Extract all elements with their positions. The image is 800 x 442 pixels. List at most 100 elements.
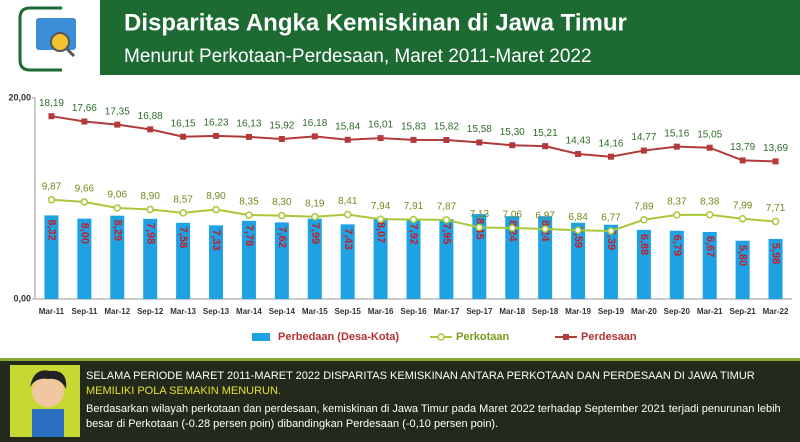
legend-label: Perbedaan (Desa-Kota) [278,331,399,343]
x-tick-label: Mar-11 [39,307,65,316]
marker [81,118,88,125]
bar [571,222,586,299]
header-band [100,0,800,75]
line-value-label: 6,84 [568,212,588,223]
marker [738,214,747,223]
marker [245,211,253,219]
line-value-label: 15,05 [697,129,722,140]
bar [735,240,750,299]
x-tick-label: Sep-20 [664,307,691,316]
x-tick-label: Mar-21 [697,307,723,316]
marker [673,211,681,219]
summary-panel: SELAMA PERIODE MARET 2011-MARET 2022 DIS… [0,358,800,442]
y-tick-label: 0,00 [13,293,31,303]
marker [640,215,648,224]
line-value-label: 8,38 [700,196,720,207]
line-value-label: 8,37 [667,197,687,208]
bar-value-label: 8,00 [78,223,90,244]
line-value-label: 17,66 [72,103,97,114]
bar [669,230,684,299]
bar [44,215,59,299]
legend-label: Perkotaan [456,331,509,343]
bar-value-label: 7,33 [210,229,222,250]
marker [575,150,582,157]
y-tick-label: 20,00 [8,92,31,102]
marker [705,211,714,219]
bar-value-label: 7,39 [605,229,617,250]
bar-value-label: 8,29 [111,220,123,241]
marker [376,215,385,223]
marker [706,144,713,151]
marker [607,153,614,160]
bar [636,229,651,299]
marker [607,227,615,235]
marker [771,217,780,226]
icon-frame [18,6,62,72]
line-value-label: 18,19 [39,98,64,109]
bar [538,216,553,299]
bar-value-label: 6,67 [704,236,716,257]
x-tick-label: Mar-15 [302,307,328,316]
figure-body [32,409,64,437]
bar-value-label: 8,32 [46,219,58,240]
line-value-label: 15,21 [533,128,558,139]
line-value-label: 8,30 [272,197,292,208]
bar [603,224,618,299]
line-value-label: 7,06 [503,210,523,221]
line-value-label: 7,89 [634,201,654,212]
marker [542,143,549,150]
marker [541,225,549,233]
line-value-label: 8,90 [206,191,226,202]
x-tick-label: Sep-15 [335,307,362,316]
line-value-label: 6,77 [601,213,621,224]
line-value-label: 16,88 [138,111,163,122]
marker [213,132,220,139]
x-tick-label: Mar-14 [236,307,262,316]
line-value-label: 6,97 [535,211,555,222]
marker [344,136,351,143]
marker [278,211,286,220]
marker [311,212,319,221]
bar-value-label: 5,80 [737,245,749,266]
marker [574,226,582,235]
line-value-label: 16,01 [368,120,393,131]
marker [772,158,779,165]
line-value-label: 14,16 [598,138,623,149]
marker [80,198,89,206]
figure-hair [30,370,67,389]
marker [410,136,417,143]
x-tick-label: Mar-13 [170,307,196,316]
line-value-label: 13,69 [763,143,788,154]
marker [212,205,220,214]
bar [439,219,454,299]
marker [147,126,154,133]
marker [476,139,483,146]
bar-value-label: 7,62 [276,226,288,247]
line-value-label: 8,41 [338,196,358,207]
marker [673,143,680,150]
x-tick-label: Mar-20 [631,307,657,316]
marker [343,210,352,219]
line-value-label: 8,19 [305,198,325,209]
icon-handle [64,46,76,58]
bar-value-label: 7,43 [342,228,354,249]
x-tick-label: Sep-19 [598,307,625,316]
chart-subtitle: Menurut Perkotaan-Perdesaan, Maret 2011-… [124,46,592,67]
line-value-label: 13,79 [730,142,755,153]
line-value-label: 7,94 [371,201,391,212]
panel-text: SELAMA PERIODE MARET 2011-MARET 2022 DIS… [86,369,786,432]
bar-value-label: 7,78 [243,225,255,246]
line-value-label: 7,99 [733,200,753,211]
chart-title: Disparitas Angka Kemiskinan di Jawa Timu… [124,9,627,36]
bar-value-label: 6,79 [671,235,683,256]
legend-marker [437,333,445,341]
bar [209,225,224,299]
marker [113,204,122,212]
bar [77,218,92,299]
line-value-label: 8,90 [140,191,160,202]
bar-value-label: 7,99 [309,223,321,244]
line-value-label: 16,18 [302,118,327,129]
x-tick-label: Mar-16 [368,307,394,316]
x-tick-label: Mar-22 [763,307,789,316]
bar [702,231,717,299]
